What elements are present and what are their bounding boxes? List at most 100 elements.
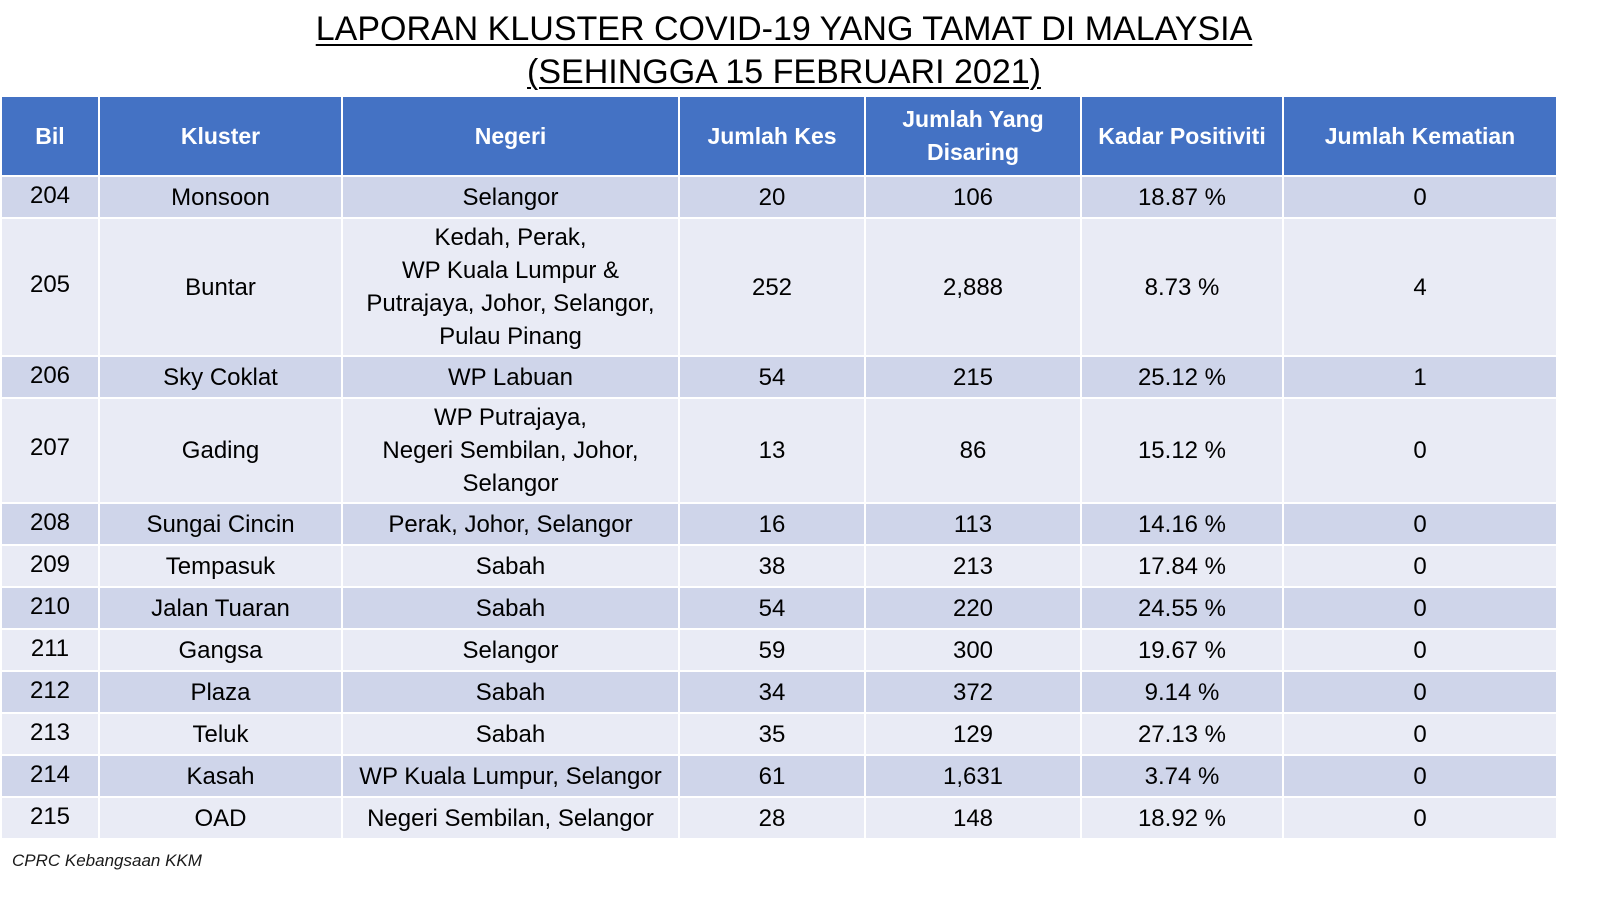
cell-jumlah-kes: 20: [678, 175, 866, 219]
table-row: 205 Buntar Kedah, Perak, WP Kuala Lumpur…: [0, 217, 1558, 357]
cell-kadar-positiviti: 9.14 %: [1080, 670, 1284, 714]
cell-negeri-line: Negeri Sembilan, Johor,: [382, 437, 639, 464]
cell-negeri-line: Sabah: [475, 720, 546, 748]
source-credit: CPRC Kebangsaan KKM: [12, 851, 202, 870]
cell-jumlah-kematian: 0: [1282, 586, 1558, 630]
cell-kadar-positiviti: 8.73 %: [1080, 217, 1284, 357]
cell-negeri: Sabah: [341, 712, 680, 756]
cell-negeri-line: Negeri Sembilan, Selangor: [367, 804, 654, 832]
cell-jumlah-kes: 35: [678, 712, 866, 756]
cell-jumlah-disaring: 300: [864, 628, 1082, 672]
cell-negeri: Kedah, Perak, WP Kuala Lumpur & Putrajay…: [341, 217, 680, 357]
cell-jumlah-kes: 13: [678, 397, 866, 504]
table-row: 212 Plaza Sabah 34 372 9.14 % 0: [0, 670, 1558, 714]
cell-kluster: Jalan Tuaran: [98, 586, 343, 630]
header-jumlah-kematian: Jumlah Kematian: [1282, 95, 1558, 177]
cell-kadar-positiviti: 15.12 %: [1080, 397, 1284, 504]
cell-negeri: Sabah: [341, 586, 680, 630]
report-title: LAPORAN KLUSTER COVID-19 YANG TAMAT DI M…: [315, 10, 1253, 48]
cell-negeri-line: Pulau Pinang: [439, 323, 582, 350]
cell-kadar-positiviti: 17.84 %: [1080, 544, 1284, 588]
cell-jumlah-disaring: 113: [864, 502, 1082, 546]
cell-jumlah-disaring: 106: [864, 175, 1082, 219]
header-jumlah-disaring: Jumlah Yang Disaring: [864, 95, 1082, 177]
cell-negeri: WP Kuala Lumpur, Selangor: [341, 754, 680, 798]
cell-kluster: Gading: [98, 397, 343, 504]
cell-kluster: Gangsa: [98, 628, 343, 672]
cell-jumlah-disaring: 213: [864, 544, 1082, 588]
table-row: 214 Kasah WP Kuala Lumpur, Selangor 61 1…: [0, 754, 1558, 798]
cell-kadar-positiviti: 19.67 %: [1080, 628, 1284, 672]
cell-negeri-line: Sabah: [475, 552, 546, 580]
cell-kadar-positiviti: 3.74 %: [1080, 754, 1284, 798]
cell-jumlah-disaring: 372: [864, 670, 1082, 714]
table-row: 204 Monsoon Selangor 20 106 18.87 % 0: [0, 175, 1558, 219]
header-jumlah-disaring-line1: Jumlah Yang: [902, 106, 1044, 132]
cell-bil: 208: [0, 502, 100, 546]
cell-negeri-line: WP Kuala Lumpur, Selangor: [359, 762, 662, 790]
cell-negeri-line: WP Putrajaya,: [434, 404, 587, 431]
cell-negeri: Negeri Sembilan, Selangor: [341, 796, 680, 840]
cell-kluster: Monsoon: [98, 175, 343, 219]
cell-negeri-line: Selangor: [462, 183, 559, 211]
cell-bil: 215: [0, 796, 100, 840]
table-header-row: Bil Kluster Negeri Jumlah Kes Jumlah Yan…: [0, 95, 1558, 177]
cell-kluster: Buntar: [98, 217, 343, 357]
cell-negeri-line: Putrajaya, Johor, Selangor,: [366, 290, 655, 317]
cluster-table: Bil Kluster Negeri Jumlah Kes Jumlah Yan…: [0, 95, 1558, 840]
cell-jumlah-kes: 61: [678, 754, 866, 798]
cell-kluster: Tempasuk: [98, 544, 343, 588]
cell-kadar-positiviti: 14.16 %: [1080, 502, 1284, 546]
cell-jumlah-kes: 252: [678, 217, 866, 357]
cell-kluster: Teluk: [98, 712, 343, 756]
cell-kluster: Sky Coklat: [98, 355, 343, 399]
cell-negeri: WP Putrajaya, Negeri Sembilan, Johor, Se…: [341, 397, 680, 504]
cell-jumlah-disaring: 2,888: [864, 217, 1082, 357]
cell-jumlah-disaring: 86: [864, 397, 1082, 504]
cell-jumlah-kematian: 0: [1282, 754, 1558, 798]
cell-jumlah-disaring: 1,631: [864, 754, 1082, 798]
cell-bil: 210: [0, 586, 100, 630]
cell-negeri: Selangor: [341, 628, 680, 672]
cell-bil: 214: [0, 754, 100, 798]
cell-jumlah-kematian: 0: [1282, 712, 1558, 756]
cell-kluster: Plaza: [98, 670, 343, 714]
report-subtitle-date: (SEHINGGA 15 FEBRUARI 2021): [527, 53, 1041, 91]
cell-negeri-line: WP Labuan: [448, 363, 573, 391]
cell-bil: 206: [0, 355, 100, 399]
cell-kluster: Sungai Cincin: [98, 502, 343, 546]
cell-jumlah-kes: 38: [678, 544, 866, 588]
cell-jumlah-disaring: 220: [864, 586, 1082, 630]
cell-jumlah-kes: 54: [678, 586, 866, 630]
cell-negeri-line: Sabah: [475, 594, 546, 622]
cell-jumlah-kes: 54: [678, 355, 866, 399]
cell-bil: 204: [0, 175, 100, 219]
cell-negeri-line: Kedah, Perak,: [434, 224, 587, 251]
cell-jumlah-kes: 34: [678, 670, 866, 714]
header-kluster: Kluster: [98, 95, 343, 177]
cell-kadar-positiviti: 18.87 %: [1080, 175, 1284, 219]
cell-jumlah-kematian: 0: [1282, 397, 1558, 504]
cell-jumlah-kematian: 0: [1282, 175, 1558, 219]
cell-bil: 207: [0, 397, 100, 504]
cell-negeri-line: Selangor: [462, 636, 559, 664]
cell-kadar-positiviti: 24.55 %: [1080, 586, 1284, 630]
cell-kadar-positiviti: 25.12 %: [1080, 355, 1284, 399]
header-jumlah-disaring-line2: Disaring: [926, 139, 1020, 165]
cell-jumlah-kematian: 0: [1282, 502, 1558, 546]
table-row: 208 Sungai Cincin Perak, Johor, Selangor…: [0, 502, 1558, 546]
cell-negeri-line: Perak, Johor, Selangor: [388, 510, 633, 538]
cell-negeri: Perak, Johor, Selangor: [341, 502, 680, 546]
cell-jumlah-kematian: 1: [1282, 355, 1558, 399]
cell-bil: 209: [0, 544, 100, 588]
table-row: 206 Sky Coklat WP Labuan 54 215 25.12 % …: [0, 355, 1558, 399]
cell-negeri-line: WP Kuala Lumpur &: [402, 257, 619, 284]
cell-bil: 212: [0, 670, 100, 714]
cell-bil: 211: [0, 628, 100, 672]
table-row: 207 Gading WP Putrajaya, Negeri Sembilan…: [0, 397, 1558, 504]
table-body: 204 Monsoon Selangor 20 106 18.87 % 0 20…: [0, 175, 1558, 840]
cell-kadar-positiviti: 27.13 %: [1080, 712, 1284, 756]
header-jumlah-kes: Jumlah Kes: [678, 95, 866, 177]
cell-jumlah-disaring: 148: [864, 796, 1082, 840]
cell-negeri: WP Labuan: [341, 355, 680, 399]
